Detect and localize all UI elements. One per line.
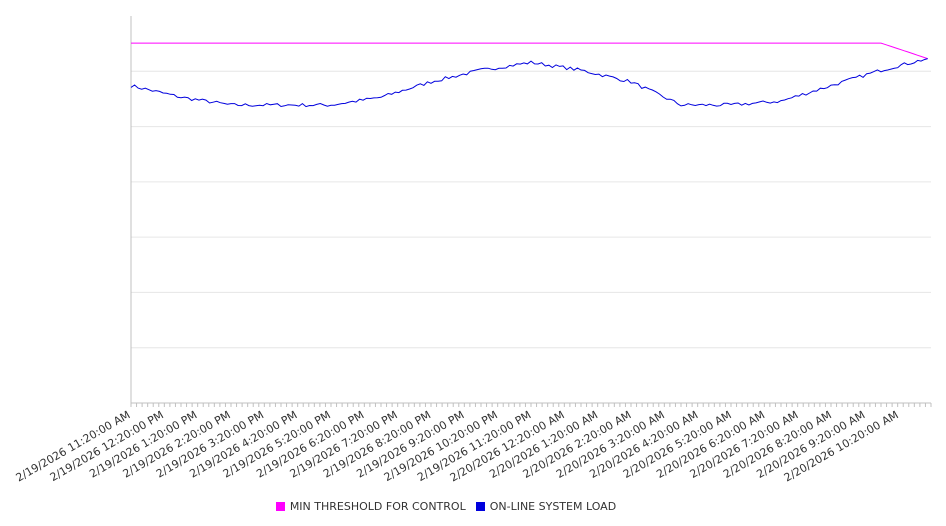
legend-item-system-load: ON-LINE SYSTEM LOAD [475, 499, 617, 513]
series-lines [130, 42, 928, 108]
legend-label-system-load: ON-LINE SYSTEM LOAD [489, 499, 617, 513]
x-tick-labels: 2/19/2026 11:20:00 AM2/19/2026 12:20:00 … [14, 408, 901, 484]
series-system-load-line [130, 58, 928, 108]
gridlines [131, 70, 931, 349]
legend-swatch-min-threshold [275, 501, 285, 511]
legend: MIN THRESHOLD FOR CONTROL ON-LINE SYSTEM… [0, 498, 892, 514]
legend-item-min-threshold: MIN THRESHOLD FOR CONTROL [275, 499, 466, 513]
series-min-threshold-line [131, 42, 928, 60]
axes [130, 16, 932, 407]
legend-swatch-system-load [475, 501, 485, 511]
legend-label-min-threshold: MIN THRESHOLD FOR CONTROL [289, 499, 466, 513]
line-chart: 2/19/2026 11:20:00 AM2/19/2026 12:20:00 … [14, 16, 932, 485]
